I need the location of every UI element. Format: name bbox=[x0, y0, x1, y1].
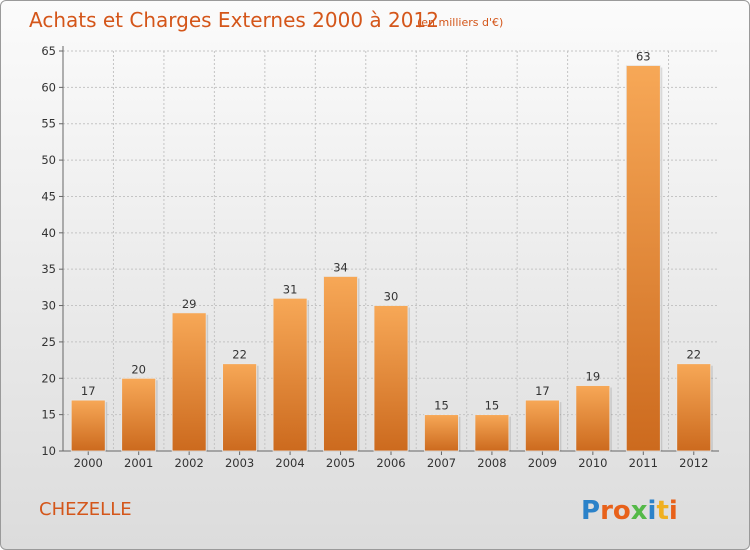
bar-value-label: 20 bbox=[131, 362, 146, 376]
bar-value-label: 22 bbox=[232, 348, 247, 362]
bar bbox=[171, 312, 207, 452]
bar bbox=[676, 363, 712, 452]
logo-letter: t bbox=[656, 496, 668, 526]
y-tick-label: 65 bbox=[41, 44, 56, 58]
x-tick-label: 2010 bbox=[578, 456, 607, 470]
place-name: CHEZELLE bbox=[39, 499, 132, 520]
chart-unit: (en milliers d'€) bbox=[417, 16, 503, 29]
logo-letter: r bbox=[600, 496, 613, 526]
logo-letter: P bbox=[581, 496, 600, 526]
bar-value-label: 15 bbox=[434, 399, 449, 413]
y-tick-label: 20 bbox=[41, 371, 56, 385]
bar-value-label: 22 bbox=[686, 348, 701, 362]
bar bbox=[70, 399, 106, 452]
bar-value-label: 63 bbox=[636, 50, 651, 64]
proxiti-logo: Proxiti bbox=[581, 496, 678, 526]
grid-layer bbox=[63, 50, 719, 452]
x-tick-label: 2003 bbox=[225, 456, 254, 470]
y-tick-label: 45 bbox=[41, 189, 56, 203]
bar bbox=[323, 276, 358, 452]
logo-letter: x bbox=[631, 496, 648, 526]
bar-layer: 17 20 29 22 31 34 30 15 15 17 19 63 22 bbox=[70, 50, 713, 452]
bar-value-label: 15 bbox=[485, 399, 500, 413]
x-tick-label: 2000 bbox=[74, 456, 103, 470]
x-tick-label: 2011 bbox=[629, 456, 658, 470]
bar bbox=[424, 414, 459, 452]
bar-value-label: 17 bbox=[81, 384, 96, 398]
bar-value-label: 17 bbox=[535, 384, 550, 398]
logo-letter: i bbox=[648, 496, 657, 526]
chart-title: Achats et Charges Externes 2000 à 2012 bbox=[29, 8, 439, 32]
logo-letter: i bbox=[669, 496, 678, 526]
x-tick-label: 2001 bbox=[124, 456, 153, 470]
x-tick-label: 2007 bbox=[427, 456, 456, 470]
x-tick-label: 2002 bbox=[175, 456, 204, 470]
logo-letter: o bbox=[613, 496, 631, 526]
x-tick-label: 2004 bbox=[275, 456, 304, 470]
bar bbox=[373, 305, 409, 452]
y-tick-label: 25 bbox=[41, 335, 56, 349]
bar-value-label: 19 bbox=[586, 370, 601, 384]
y-tick-label: 55 bbox=[41, 117, 56, 131]
y-tick-label: 15 bbox=[41, 408, 56, 422]
y-tick-label: 50 bbox=[41, 153, 56, 167]
y-tick-label: 30 bbox=[41, 299, 56, 313]
bar-value-label: 31 bbox=[283, 282, 298, 296]
x-tick-label: 2012 bbox=[679, 456, 708, 470]
bar-value-label: 29 bbox=[182, 297, 197, 311]
y-tick-label: 60 bbox=[41, 80, 56, 94]
y-tick-label: 40 bbox=[41, 226, 56, 240]
x-tick-label: 2006 bbox=[376, 456, 405, 470]
bar bbox=[272, 297, 308, 452]
bar bbox=[625, 65, 661, 452]
y-tick-label: 10 bbox=[41, 444, 56, 458]
bar-value-label: 34 bbox=[333, 260, 348, 274]
bar bbox=[222, 363, 258, 452]
bar bbox=[575, 385, 611, 452]
x-tick-label: 2008 bbox=[477, 456, 506, 470]
x-tick-label: 2009 bbox=[528, 456, 557, 470]
bar bbox=[121, 377, 157, 452]
y-tick-label: 35 bbox=[41, 262, 56, 276]
bar bbox=[524, 399, 560, 452]
x-tick-label: 2005 bbox=[326, 456, 355, 470]
bar-value-label: 30 bbox=[384, 290, 399, 304]
bar bbox=[474, 414, 510, 452]
